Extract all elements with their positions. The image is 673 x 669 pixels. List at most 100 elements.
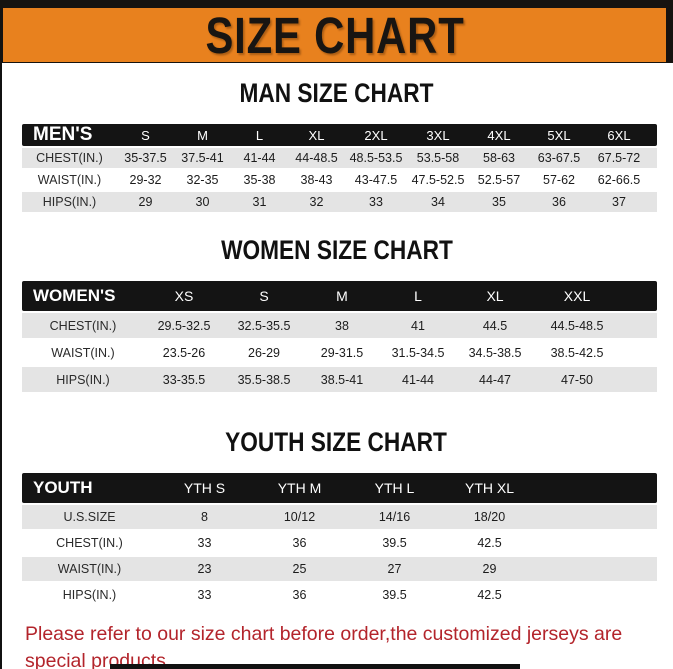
size-header-cell: YTH XL	[442, 473, 537, 503]
size-header-cell: 3XL	[407, 124, 469, 146]
row-label-cell: HIPS(IN.)	[22, 583, 157, 607]
value-cell: 41	[380, 313, 456, 338]
value-cell: 35	[469, 192, 529, 212]
value-cell: 47.5-52.5	[407, 170, 469, 190]
table-header-row: MEN'S S M L XL 2XL 3XL 4XL 5XL 6XL	[22, 124, 657, 146]
value-cell: 29	[117, 192, 174, 212]
row-label-cell: CHEST(IN.)	[22, 313, 144, 338]
value-cell: 44-48.5	[288, 148, 345, 168]
table-row: CHEST(IN.) 33 36 39.5 42.5	[22, 531, 657, 555]
table-row: CHEST(IN.) 35-37.5 37.5-41 41-44 44-48.5 48.5…	[22, 148, 657, 168]
value-cell: 33-35.5	[144, 367, 224, 392]
size-header-cell: YTH L	[347, 473, 442, 503]
spacer-cell	[537, 505, 657, 529]
value-cell: 37	[589, 192, 649, 212]
value-cell: 35.5-38.5	[224, 367, 304, 392]
value-cell: 23.5-26	[144, 340, 224, 365]
size-header-cell: 4XL	[469, 124, 529, 146]
row-label-cell: WAIST(IN.)	[22, 170, 117, 190]
spacer-cell	[537, 473, 657, 503]
spacer-cell	[537, 531, 657, 555]
table-row: HIPS(IN.) 33-35.5 35.5-38.5 38.5-41 41-44 44-…	[22, 367, 657, 392]
spacer-cell	[649, 170, 657, 190]
size-header-cell: XL	[456, 281, 534, 311]
value-cell: 34	[407, 192, 469, 212]
banner-orange-panel: SIZE CHART	[3, 7, 666, 64]
man-section-heading: MAN SIZE CHART	[239, 78, 434, 108]
size-header-cell: M	[174, 124, 231, 146]
bottom-black-bar	[110, 664, 520, 669]
spacer-cell	[620, 340, 657, 365]
value-cell: 47-50	[534, 367, 620, 392]
size-header-cell: 2XL	[345, 124, 407, 146]
value-cell: 42.5	[442, 583, 537, 607]
value-cell: 37.5-41	[174, 148, 231, 168]
value-cell: 31	[231, 192, 288, 212]
table-row: CHEST(IN.) 29.5-32.5 32.5-35.5 38 41 44.5 44.5…	[22, 313, 657, 338]
value-cell: 29-31.5	[304, 340, 380, 365]
size-header-cell: L	[231, 124, 288, 146]
spacer-cell	[620, 313, 657, 338]
value-cell: 35-37.5	[117, 148, 174, 168]
order-notice-line1: Please refer to our size chart before or…	[25, 623, 623, 669]
value-cell: 63-67.5	[529, 148, 589, 168]
value-cell: 32-35	[174, 170, 231, 190]
table-row: WAIST(IN.) 23.5-26 26-29 29-31.5 31.5-34.5 34…	[22, 340, 657, 365]
value-cell: 8	[157, 505, 252, 529]
row-label-cell: CHEST(IN.)	[22, 531, 157, 555]
value-cell: 41-44	[231, 148, 288, 168]
value-cell: 36	[252, 583, 347, 607]
table-row: HIPS(IN.) 29 30 31 32 33 34 35 36 37	[22, 192, 657, 212]
value-cell: 30	[174, 192, 231, 212]
table-row: HIPS(IN.) 33 36 39.5 42.5	[22, 583, 657, 607]
value-cell: 52.5-57	[469, 170, 529, 190]
value-cell: 62-66.5	[589, 170, 649, 190]
value-cell: 34.5-38.5	[456, 340, 534, 365]
man-size-table: MEN'S S M L XL 2XL 3XL 4XL 5XL 6XL CHEST(IN.) 35-37…	[22, 122, 657, 214]
value-cell: 38-43	[288, 170, 345, 190]
value-cell: 33	[157, 531, 252, 555]
value-cell: 44.5	[456, 313, 534, 338]
value-cell: 32.5-35.5	[224, 313, 304, 338]
value-cell: 25	[252, 557, 347, 581]
table-header-row: YOUTH YTH S YTH M YTH L YTH XL	[22, 473, 657, 503]
row-label-cell: WAIST(IN.)	[22, 340, 144, 365]
value-cell: 29	[442, 557, 537, 581]
table-row: WAIST(IN.) 23 25 27 29	[22, 557, 657, 581]
value-cell: 58-63	[469, 148, 529, 168]
row-label-cell: U.S.SIZE	[22, 505, 157, 529]
left-frame-edge	[0, 0, 2, 669]
value-cell: 44.5-48.5	[534, 313, 620, 338]
women-size-table: WOMEN'S XS S M L XL XXL CHEST(IN.) 29.5-32.5 32.5…	[22, 279, 657, 394]
value-cell: 48.5-53.5	[345, 148, 407, 168]
size-header-cell: XXL	[534, 281, 620, 311]
youth-size-table: YOUTH YTH S YTH M YTH L YTH XL U.S.SIZE 8 10/12…	[22, 471, 657, 609]
size-header-cell: S	[224, 281, 304, 311]
women-section-heading: WOMEN SIZE CHART	[220, 235, 453, 265]
value-cell: 27	[347, 557, 442, 581]
value-cell: 32	[288, 192, 345, 212]
value-cell: 53.5-58	[407, 148, 469, 168]
size-header-cell: YTH S	[157, 473, 252, 503]
value-cell: 39.5	[347, 583, 442, 607]
size-header-cell: S	[117, 124, 174, 146]
spacer-cell	[649, 192, 657, 212]
table-title-cell: MEN'S	[22, 124, 117, 146]
value-cell: 29-32	[117, 170, 174, 190]
value-cell: 67.5-72	[589, 148, 649, 168]
spacer-cell	[649, 148, 657, 168]
size-header-cell: XS	[144, 281, 224, 311]
size-header-cell: YTH M	[252, 473, 347, 503]
value-cell: 39.5	[347, 531, 442, 555]
table-row: WAIST(IN.) 29-32 32-35 35-38 38-43 43-47.5 47.…	[22, 170, 657, 190]
value-cell: 38	[304, 313, 380, 338]
value-cell: 44-47	[456, 367, 534, 392]
value-cell: 14/16	[347, 505, 442, 529]
value-cell: 29.5-32.5	[144, 313, 224, 338]
size-header-cell: 5XL	[529, 124, 589, 146]
banner: SIZE CHART	[0, 0, 673, 64]
youth-section-heading: YOUTH SIZE CHART	[225, 427, 448, 457]
table-title-cell: YOUTH	[22, 473, 157, 503]
value-cell: 41-44	[380, 367, 456, 392]
